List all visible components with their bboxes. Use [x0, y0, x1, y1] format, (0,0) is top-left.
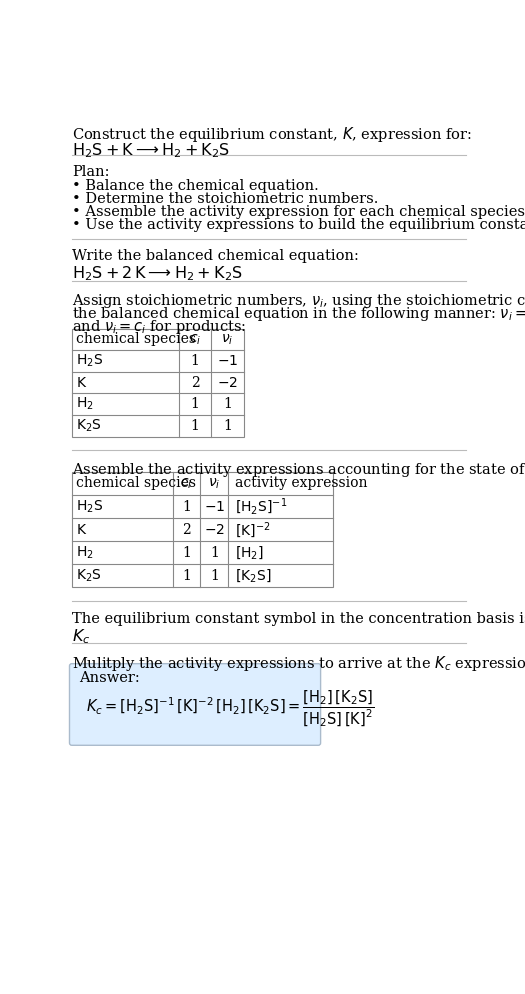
- Text: Assign stoichiometric numbers, $\nu_i$, using the stoichiometric coefficients, $: Assign stoichiometric numbers, $\nu_i$, …: [72, 292, 525, 310]
- Text: 1: 1: [191, 418, 200, 432]
- Text: 1: 1: [210, 569, 219, 582]
- Bar: [72, 472, 333, 587]
- Text: • Use the activity expressions to build the equilibrium constant expression.: • Use the activity expressions to build …: [72, 218, 525, 232]
- Text: 1: 1: [182, 569, 191, 582]
- Text: Construct the equilibrium constant, $K$, expression for:: Construct the equilibrium constant, $K$,…: [72, 125, 472, 144]
- Text: chemical species: chemical species: [77, 333, 196, 347]
- Text: $\mathrm{H_2S + K \longrightarrow H_2 + K_2S}$: $\mathrm{H_2S + K \longrightarrow H_2 + …: [72, 141, 230, 160]
- Text: 1: 1: [191, 398, 200, 412]
- Text: • Balance the chemical equation.: • Balance the chemical equation.: [72, 179, 319, 193]
- Text: $-2$: $-2$: [204, 523, 225, 537]
- Text: Plan:: Plan:: [72, 165, 109, 180]
- Text: $\mathrm{H_2}$: $\mathrm{H_2}$: [77, 545, 94, 561]
- Text: $[\mathrm{K_2S}]$: $[\mathrm{K_2S}]$: [235, 568, 271, 584]
- Text: 1: 1: [210, 546, 219, 560]
- Text: $c_i$: $c_i$: [181, 476, 193, 491]
- Bar: [72, 329, 244, 436]
- Text: $\mathrm{K}$: $\mathrm{K}$: [77, 523, 88, 537]
- Text: $K_c$: $K_c$: [72, 627, 90, 646]
- Text: 1: 1: [223, 398, 232, 412]
- Text: activity expression: activity expression: [235, 476, 367, 490]
- Text: 1: 1: [191, 354, 200, 368]
- Text: Answer:: Answer:: [80, 671, 140, 685]
- Text: The equilibrium constant symbol in the concentration basis is:: The equilibrium constant symbol in the c…: [72, 612, 525, 626]
- Text: 1: 1: [182, 500, 191, 514]
- FancyBboxPatch shape: [69, 664, 321, 746]
- Text: • Assemble the activity expression for each chemical species.: • Assemble the activity expression for e…: [72, 205, 525, 219]
- Text: $\mathrm{K}$: $\mathrm{K}$: [77, 376, 88, 390]
- Text: $\mathrm{H_2S}$: $\mathrm{H_2S}$: [77, 498, 103, 515]
- Text: and $\nu_i = c_i$ for products:: and $\nu_i = c_i$ for products:: [72, 318, 246, 336]
- Text: 1: 1: [223, 418, 232, 432]
- Text: $K_c = [\mathrm{H_2S}]^{-1}\,[\mathrm{K}]^{-2}\,[\mathrm{H_2}]\,[\mathrm{K_2S}] : $K_c = [\mathrm{H_2S}]^{-1}\,[\mathrm{K}…: [86, 689, 374, 730]
- Text: $\mathrm{K_2S}$: $\mathrm{K_2S}$: [77, 568, 102, 584]
- Text: $-1$: $-1$: [204, 500, 225, 514]
- Text: 2: 2: [191, 376, 200, 390]
- Text: Mulitply the activity expressions to arrive at the $K_c$ expression:: Mulitply the activity expressions to arr…: [72, 654, 525, 673]
- Text: $[\mathrm{H_2}]$: $[\mathrm{H_2}]$: [235, 545, 264, 562]
- Text: $[\mathrm{H_2S}]^{-1}$: $[\mathrm{H_2S}]^{-1}$: [235, 496, 287, 517]
- Text: $\nu_i$: $\nu_i$: [208, 476, 220, 491]
- Text: $-2$: $-2$: [217, 376, 238, 390]
- Text: $\nu_i$: $\nu_i$: [222, 332, 234, 347]
- Text: the balanced chemical equation in the following manner: $\nu_i = -c_i$ for react: the balanced chemical equation in the fo…: [72, 305, 525, 323]
- Text: $[\mathrm{K}]^{-2}$: $[\mathrm{K}]^{-2}$: [235, 520, 270, 540]
- Text: $\mathrm{K_2S}$: $\mathrm{K_2S}$: [77, 417, 102, 434]
- Text: 1: 1: [182, 546, 191, 560]
- Text: • Determine the stoichiometric numbers.: • Determine the stoichiometric numbers.: [72, 192, 378, 206]
- Text: $c_i$: $c_i$: [189, 332, 201, 347]
- Text: 2: 2: [182, 523, 191, 537]
- Text: $\mathrm{H_2}$: $\mathrm{H_2}$: [77, 396, 94, 413]
- Text: $-1$: $-1$: [217, 354, 238, 368]
- Text: chemical species: chemical species: [77, 476, 196, 490]
- Text: $\mathrm{H_2S}$: $\mathrm{H_2S}$: [77, 353, 103, 369]
- Text: Assemble the activity expressions accounting for the state of matter and $\nu_i$: Assemble the activity expressions accoun…: [72, 461, 525, 479]
- Text: $\mathrm{H_2S + 2\,K \longrightarrow H_2 + K_2S}$: $\mathrm{H_2S + 2\,K \longrightarrow H_2…: [72, 264, 243, 282]
- Text: Write the balanced chemical equation:: Write the balanced chemical equation:: [72, 249, 359, 263]
